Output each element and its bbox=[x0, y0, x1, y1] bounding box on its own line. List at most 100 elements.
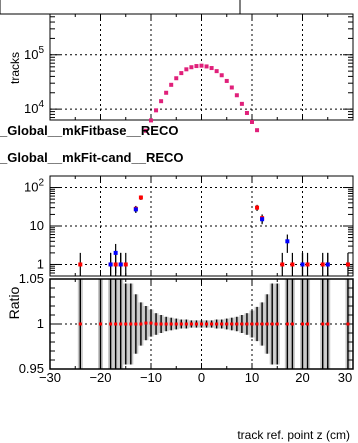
legend-entry-mkfitbase: _Global__mkFitbase__RECO bbox=[0, 123, 178, 138]
ratio-point bbox=[235, 322, 239, 326]
panel2-y-tick-label: 10 bbox=[30, 218, 44, 233]
panel2-point bbox=[138, 195, 143, 200]
ratio-point bbox=[245, 322, 249, 326]
panel2-y-tick-label: 102 bbox=[24, 178, 44, 195]
legend-entry-mkfit-cand: _Global__mkFit-cand__RECO bbox=[0, 150, 184, 165]
panel2-point bbox=[123, 262, 128, 267]
panel1-point bbox=[164, 90, 169, 95]
panel2-point bbox=[300, 262, 305, 267]
panel1-point bbox=[184, 67, 189, 72]
ratio-point bbox=[129, 322, 133, 326]
ratio-point bbox=[184, 322, 188, 326]
ratio-point bbox=[321, 322, 325, 326]
ratio-point bbox=[114, 322, 118, 326]
panel1-y-tick-label: 104 bbox=[24, 99, 44, 116]
panel1-point bbox=[179, 71, 184, 76]
panel2-point bbox=[320, 262, 325, 267]
panel2-point bbox=[108, 262, 113, 267]
ratio-panel: 0.95 1 1.05 −30 −20 −10 0 10 20 30 Ratio track r… bbox=[6, 271, 354, 442]
ratio-point bbox=[139, 322, 143, 326]
panel1-point bbox=[229, 85, 234, 90]
legend: _Global__mkFitbase__RECO _Global__mkFit-… bbox=[0, 123, 184, 165]
ratio-point bbox=[169, 322, 173, 326]
ratio-point bbox=[215, 322, 219, 326]
ratio-point bbox=[159, 322, 163, 326]
ratio-point bbox=[200, 322, 203, 326]
ratio-point bbox=[230, 322, 234, 326]
x-tick-label: −30 bbox=[39, 370, 61, 385]
panel1-point bbox=[250, 119, 254, 124]
ratio-point bbox=[205, 322, 209, 326]
ratio-point bbox=[149, 321, 153, 325]
x-tick-label: 30 bbox=[338, 370, 352, 385]
panel1-point bbox=[159, 99, 164, 104]
ratio-point bbox=[119, 322, 123, 326]
ratio-point bbox=[154, 322, 158, 326]
panel2-point bbox=[285, 239, 290, 244]
ratio-point bbox=[346, 322, 350, 326]
ratio-point bbox=[174, 322, 178, 326]
panel2-point bbox=[280, 262, 285, 267]
panel1-point bbox=[143, 128, 148, 133]
x-tick-label: 0 bbox=[198, 370, 205, 385]
top-distribution-panel: 104 105 tracks bbox=[8, 13, 354, 133]
panel2-point bbox=[78, 262, 83, 267]
panel1-point bbox=[209, 66, 214, 71]
ratio-point bbox=[290, 322, 294, 326]
panel2-point bbox=[113, 250, 118, 255]
panel1-point bbox=[189, 65, 194, 70]
x-tick-label: 20 bbox=[295, 370, 309, 385]
middle-comparison-panel: 1 10 102 bbox=[24, 175, 354, 277]
ratio-point bbox=[220, 322, 224, 326]
ratio-point bbox=[134, 322, 138, 326]
ratio-point bbox=[265, 322, 269, 326]
panel1-point bbox=[234, 93, 239, 98]
panel1-point bbox=[199, 63, 204, 68]
ratio-point bbox=[240, 322, 244, 326]
top-legend-box bbox=[0, 0, 241, 15]
ratio-point bbox=[78, 322, 82, 326]
panel2-point bbox=[113, 262, 118, 267]
panel1-point bbox=[224, 78, 229, 83]
ratio-point bbox=[164, 322, 168, 326]
ratio-point bbox=[270, 322, 274, 326]
panel2-point bbox=[118, 262, 123, 267]
ratio-y-tick-label: 1 bbox=[37, 316, 44, 331]
ratio-y-tick-label: 1.05 bbox=[19, 271, 44, 286]
ratio-point bbox=[144, 321, 148, 325]
ratio-y-tick-label: 0.95 bbox=[19, 361, 44, 376]
panel1-point bbox=[194, 64, 199, 69]
panel1-point bbox=[239, 101, 244, 106]
panel2-point bbox=[260, 217, 265, 222]
ratio-point bbox=[285, 322, 289, 326]
panel1-y-tick-label: 105 bbox=[24, 45, 44, 62]
panel1-point bbox=[214, 69, 219, 74]
ratio-point bbox=[124, 322, 128, 326]
panel1-point bbox=[219, 73, 224, 78]
ratio-point bbox=[275, 322, 279, 326]
x-tick-label: −10 bbox=[140, 370, 162, 385]
panel2-point bbox=[255, 205, 260, 210]
panel2-point bbox=[345, 262, 350, 267]
x-tick-label: −20 bbox=[89, 370, 111, 385]
ratio-point bbox=[189, 322, 193, 326]
panel2-point bbox=[133, 207, 138, 212]
ratio-point bbox=[301, 322, 304, 326]
panel2-point bbox=[325, 262, 330, 267]
panel1-y-axis-title: tracks bbox=[8, 52, 22, 84]
panel1-point bbox=[174, 76, 179, 81]
panel1-point bbox=[154, 108, 159, 113]
ratio-point bbox=[179, 322, 183, 326]
ratio-point bbox=[210, 322, 214, 326]
ratio-point bbox=[194, 322, 198, 326]
panel2-y-tick-label: 1 bbox=[37, 256, 44, 271]
ratio-y-axis-title: Ratio bbox=[6, 286, 22, 319]
panel1-point bbox=[255, 128, 260, 133]
ratio-point bbox=[255, 322, 259, 326]
ratio-point bbox=[260, 322, 264, 326]
panel1-point bbox=[244, 110, 249, 115]
panel2-point bbox=[290, 262, 295, 267]
ratio-point bbox=[99, 322, 102, 326]
panel1-point bbox=[169, 82, 174, 87]
